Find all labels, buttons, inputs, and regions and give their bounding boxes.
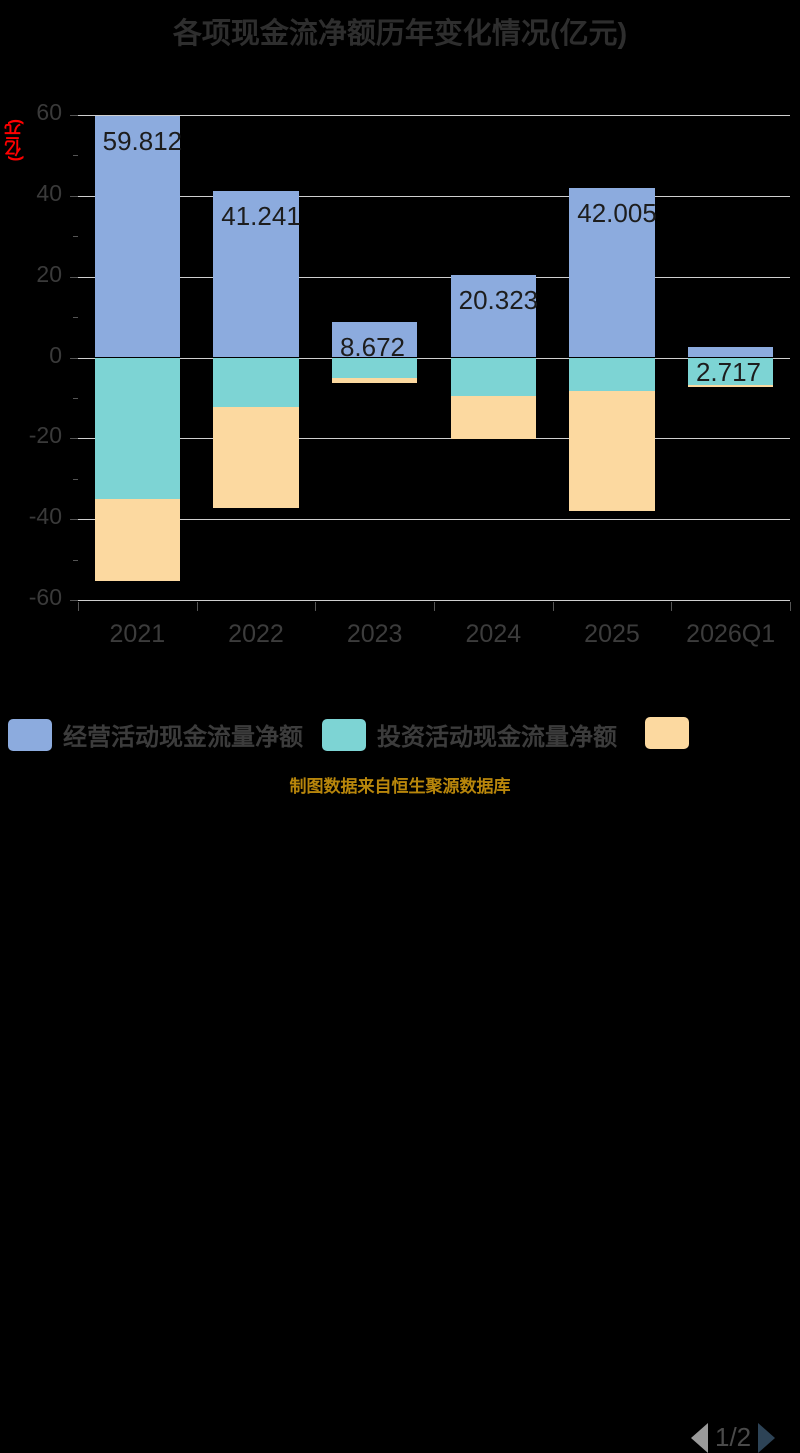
bar-segment-operating[interactable] — [213, 190, 299, 358]
gridline — [78, 195, 790, 197]
legend-swatch-financing — [645, 717, 689, 749]
bar-segment-financing[interactable] — [687, 384, 774, 387]
x-tick-label: 2021 — [109, 620, 166, 648]
y-tick-label: -40 — [28, 503, 62, 530]
y-tick-label: 40 — [36, 179, 62, 206]
x-tick-label: 2022 — [228, 620, 284, 648]
y-tick-label: 60 — [36, 99, 62, 125]
y-tick — [70, 600, 78, 601]
bar-group[interactable] — [331, 115, 418, 600]
gridline — [78, 276, 790, 278]
x-tick-label: 2025 — [584, 620, 640, 648]
bar-segment-investing[interactable] — [331, 357, 418, 379]
bar-group[interactable] — [687, 115, 774, 600]
x-tick-label: 2026Q1 — [686, 620, 776, 648]
y-tick-label: -20 — [28, 422, 62, 449]
pager-text: 1/2 — [715, 1422, 752, 1452]
bar-segment-operating[interactable] — [569, 187, 655, 358]
chart-canvas: 各项现金流净额历年变化情况(亿元) (亿元) 59.812 41.241 8.672… — [0, 18, 800, 1453]
y-minor-tick — [73, 478, 78, 480]
bar-value-label: 2.717 — [695, 356, 762, 387]
legend-item-financing[interactable] — [645, 717, 700, 749]
bar-value-label: 59.812 — [102, 125, 183, 156]
y-tick-label: -60 — [28, 584, 62, 610]
y-tick — [70, 519, 78, 521]
legend-item-investing[interactable]: 投资活动现金流量净额 — [322, 717, 617, 752]
y-minor-tick — [73, 236, 78, 238]
y-axis-title: (亿元) — [5, 120, 24, 162]
y-tick — [70, 276, 78, 278]
plot-area: 59.812 41.241 8.672 20.323 42.005 2.717 2021 2… — [70, 115, 791, 648]
bar-segment-financing[interactable] — [450, 396, 537, 440]
chevron-right-icon[interactable] — [758, 1422, 776, 1453]
legend-pager[interactable]: 1/2 — [691, 1422, 776, 1453]
x-tick — [78, 602, 79, 611]
gridline — [78, 357, 790, 359]
gridline — [78, 438, 790, 440]
x-tick-label: 2023 — [346, 620, 403, 648]
bar-value-label: 41.241 — [221, 200, 301, 231]
gridline — [78, 115, 790, 116]
bar-value-label: 8.672 — [339, 332, 406, 363]
legend-swatch-operating — [8, 718, 52, 751]
bar-segment-operating[interactable] — [331, 322, 418, 358]
bar-segment-investing[interactable] — [687, 357, 774, 385]
y-tick — [70, 115, 78, 116]
x-tick — [315, 602, 317, 611]
y-tick — [70, 195, 78, 197]
x-tick — [196, 602, 198, 611]
y-minor-tick — [73, 559, 78, 561]
bar-segment-investing[interactable] — [213, 357, 299, 407]
bar-group[interactable] — [450, 115, 537, 600]
y-tick-label: 0 — [49, 341, 62, 368]
page-title: 各项现金流净额历年变化情况(亿元) — [172, 18, 628, 50]
bar-segment-financing[interactable] — [94, 499, 181, 582]
y-minor-tick — [73, 317, 78, 319]
legend-label-operating: 经营活动现金流量净额 — [63, 724, 303, 751]
x-tick — [671, 602, 673, 611]
y-tick — [70, 438, 78, 440]
x-tick — [434, 602, 435, 611]
bar-group[interactable] — [213, 115, 299, 600]
bar-segment-operating[interactable] — [94, 115, 181, 358]
gridline — [78, 519, 790, 521]
x-tick-label: 2024 — [465, 620, 522, 648]
bar-segment-operating[interactable] — [450, 275, 537, 358]
legend-label-investing: 投资活动现金流量净额 — [377, 724, 617, 751]
gridline — [78, 600, 790, 601]
y-minor-tick — [73, 155, 78, 157]
bar-segment-operating[interactable] — [687, 346, 774, 358]
chevron-left-icon[interactable] — [691, 1422, 708, 1453]
bar-value-label: 20.323 — [458, 285, 539, 316]
bar-segment-financing[interactable] — [569, 391, 655, 511]
x-tick — [790, 602, 791, 611]
bar-segment-financing[interactable] — [331, 378, 418, 384]
bar-segment-investing[interactable] — [94, 357, 181, 500]
y-tick-label: 20 — [36, 260, 62, 287]
x-tick — [552, 602, 554, 611]
bar-group[interactable] — [94, 115, 181, 600]
bar-group[interactable] — [569, 115, 655, 600]
y-tick — [70, 357, 78, 359]
legend: 经营活动现金流量净额 投资活动现金流量净额 1/2 — [0, 705, 800, 1453]
legend-swatch-investing — [322, 718, 366, 751]
bar-segment-investing[interactable] — [569, 357, 655, 392]
bar-value-label: 42.005 — [577, 197, 657, 228]
footer-note: 制图数据来自恒生聚源数据库 — [289, 777, 511, 796]
legend-item-operating[interactable]: 经营活动现金流量净额 — [8, 717, 303, 752]
bar-segment-financing[interactable] — [213, 406, 299, 508]
y-minor-tick — [73, 397, 78, 399]
bar-segment-investing[interactable] — [450, 357, 537, 397]
